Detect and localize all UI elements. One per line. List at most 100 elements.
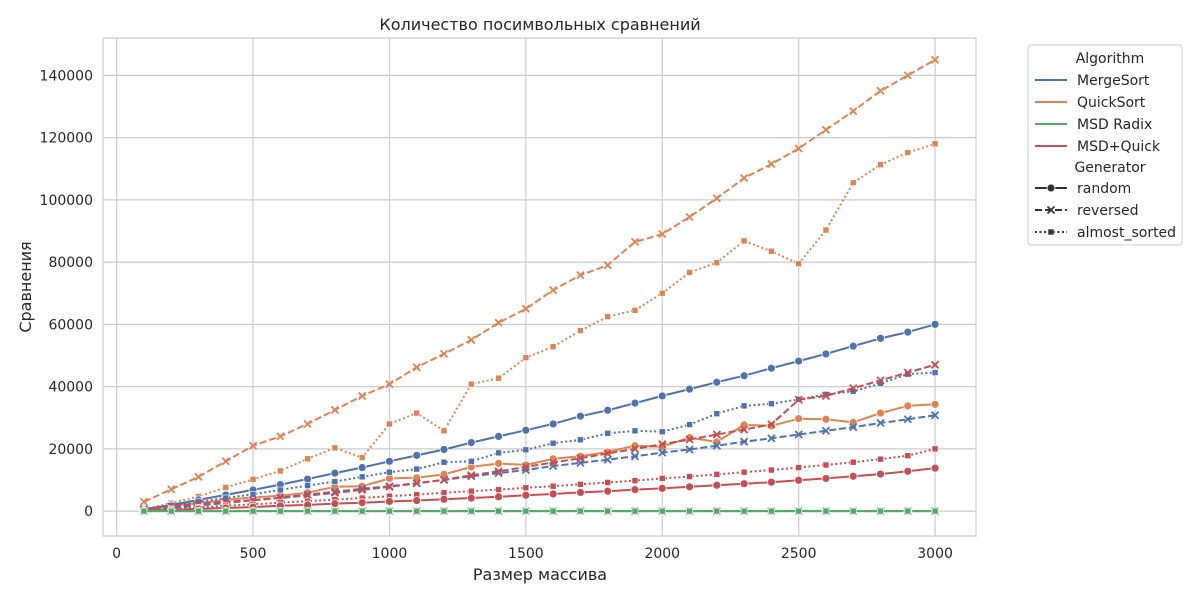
legend-entry-algorithm: MSD Radix	[1035, 117, 1152, 133]
data-point	[658, 475, 666, 482]
data-point	[876, 469, 885, 479]
data-point	[439, 445, 449, 454]
data-point	[495, 449, 502, 457]
data-point	[385, 474, 394, 483]
data-point	[630, 444, 640, 453]
data-point	[685, 445, 694, 454]
data-point	[386, 507, 393, 515]
x-tick-label: 500	[240, 546, 267, 562]
data-point	[467, 487, 475, 495]
data-point	[577, 327, 584, 334]
data-point	[358, 485, 367, 495]
data-point	[658, 428, 666, 436]
data-point	[658, 448, 667, 457]
legend-marker	[1047, 228, 1055, 236]
data-point	[548, 489, 558, 499]
data-point	[357, 498, 367, 508]
data-point	[767, 434, 776, 443]
data-point	[713, 471, 721, 478]
y-tick-label: 120000	[40, 131, 93, 147]
legend-title-algorithm: Algorithm	[1076, 51, 1145, 67]
y-tick-labels: 0 20000 40000 60000 80000 100000 120000 140000	[40, 68, 93, 520]
data-point	[930, 360, 940, 369]
series-line	[143, 447, 936, 512]
x-tick-labels: 0 500 1000 1500 2000 2500 3000	[112, 546, 953, 562]
series-layer	[139, 55, 940, 516]
legend-marker	[1046, 183, 1056, 193]
legend-generator-entries: random reversed almost_sorted	[1035, 181, 1176, 241]
data-point	[467, 457, 475, 465]
data-point	[577, 436, 584, 444]
data-point	[549, 343, 557, 351]
data-point	[686, 507, 693, 515]
data-point	[821, 125, 831, 134]
data-point	[604, 507, 612, 515]
data-point	[794, 395, 803, 404]
data-point	[931, 369, 939, 376]
data-point	[140, 507, 148, 515]
data-point	[221, 457, 230, 466]
data-point	[577, 481, 584, 488]
data-point	[767, 159, 776, 169]
x-tick-label: 1000	[372, 546, 408, 562]
data-point	[249, 476, 257, 483]
data-point	[686, 269, 693, 276]
data-point	[848, 471, 858, 481]
data-point	[822, 507, 830, 515]
legend-label: almost_sorted	[1077, 225, 1176, 241]
data-point	[331, 507, 339, 515]
data-point	[604, 479, 612, 486]
data-point	[495, 486, 502, 493]
data-point	[930, 399, 940, 409]
legend-entry-generator: almost_sorted	[1035, 225, 1176, 241]
data-point	[521, 304, 530, 313]
x-tick-label: 1500	[508, 546, 544, 562]
data-point	[386, 468, 393, 476]
data-point	[576, 454, 585, 463]
data-point	[739, 371, 749, 381]
data-point	[249, 490, 257, 498]
data-point	[876, 333, 885, 343]
data-point	[822, 226, 830, 234]
data-point	[467, 335, 476, 345]
data-point	[357, 463, 367, 472]
data-point	[739, 437, 749, 446]
data-point	[439, 475, 449, 484]
data-point	[657, 483, 667, 493]
data-point	[903, 368, 912, 377]
data-point	[821, 426, 831, 435]
data-point	[386, 420, 393, 428]
data-point	[795, 507, 802, 515]
data-point	[794, 356, 804, 366]
data-point	[495, 374, 502, 382]
legend-entry-algorithm: MergeSort	[1035, 73, 1150, 89]
y-tick-label: 80000	[48, 255, 93, 271]
series-line	[143, 58, 936, 503]
data-point	[630, 398, 640, 408]
data-point	[740, 507, 748, 515]
data-point	[904, 507, 912, 515]
data-point	[657, 391, 667, 401]
data-point	[739, 425, 749, 434]
data-point	[740, 468, 748, 476]
series-msd-quick-reversed	[139, 360, 940, 514]
y-tick-label: 140000	[40, 68, 93, 84]
data-point	[658, 440, 667, 449]
series-line	[143, 467, 936, 512]
data-point	[521, 425, 531, 435]
y-tick-label: 100000	[40, 193, 93, 209]
data-point	[277, 507, 284, 515]
data-point	[439, 469, 449, 479]
data-point	[930, 463, 940, 473]
plot-frame	[102, 37, 977, 537]
data-point	[603, 486, 613, 496]
chart-title: Количество посимвольных сравнений	[379, 15, 700, 34]
legend-label: MSD Radix	[1077, 117, 1152, 133]
data-point	[466, 438, 476, 448]
data-point	[549, 458, 558, 467]
data-point	[903, 327, 913, 337]
data-point	[521, 490, 531, 500]
data-point	[767, 420, 776, 429]
data-point	[768, 400, 775, 408]
legend-label: random	[1077, 181, 1131, 197]
